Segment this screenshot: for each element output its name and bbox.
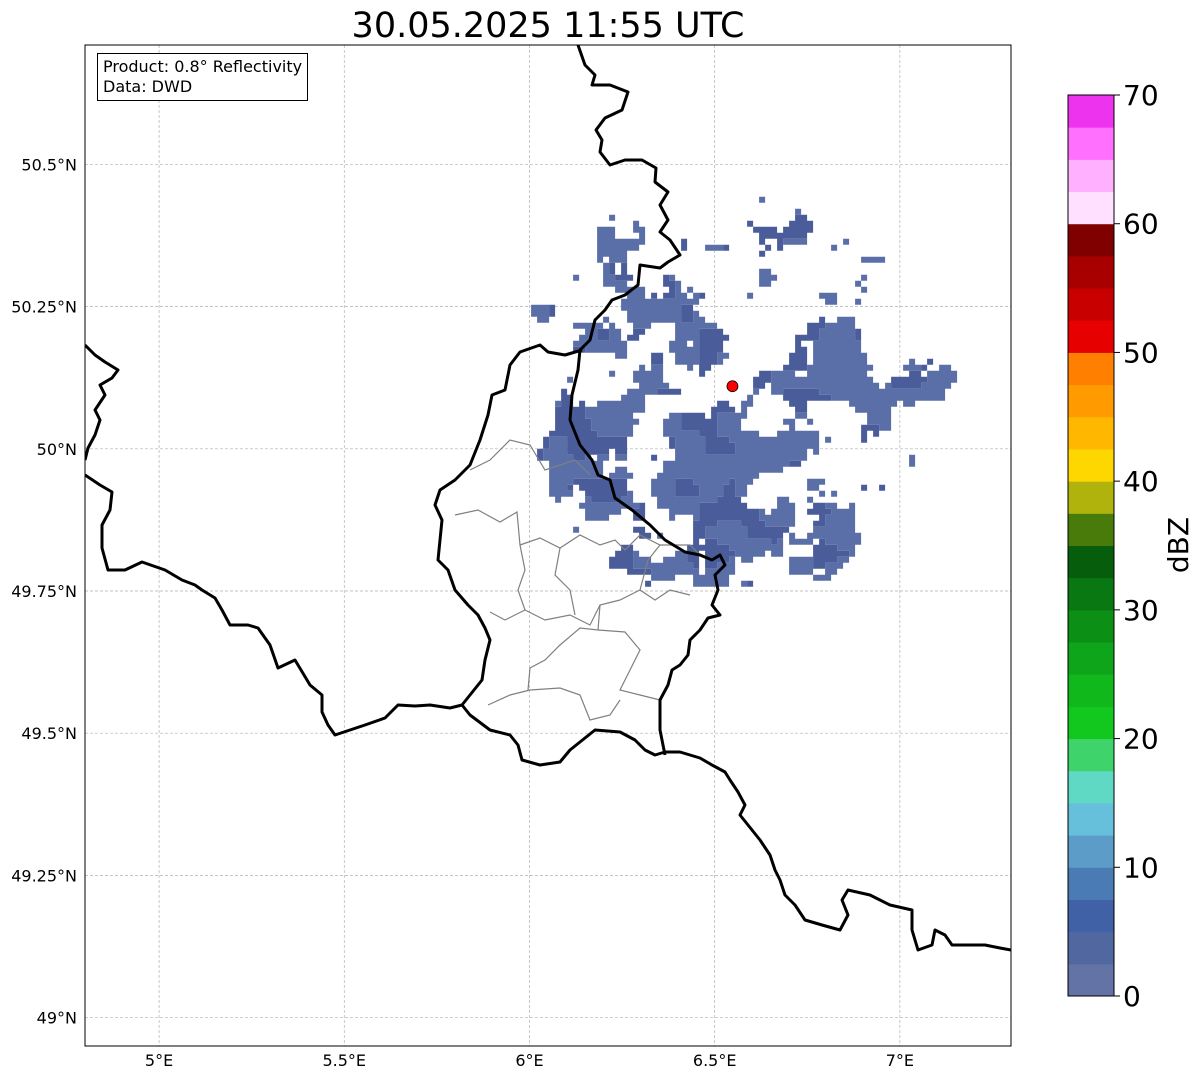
echo-field-light: [531, 196, 958, 587]
lon-tick-label: 5.5°E: [322, 1051, 366, 1070]
border-line: [568, 45, 727, 756]
radar-site-marker[interactable]: [726, 380, 739, 393]
radar-echoes: [531, 196, 958, 587]
admin-boundary-line: [489, 544, 526, 621]
admin-boundary-line: [469, 439, 591, 476]
map-background: [85, 45, 1011, 1046]
lat-tick-label: 50.25°N: [11, 298, 77, 317]
border-line: [460, 704, 1011, 952]
product-label: Product: 0.8° Reflectivity: [103, 57, 303, 76]
lat-tick-label: 50.5°N: [21, 155, 77, 174]
axis-ticks: 5°E 5.5°E 6°E 6.5°E 7°E 50.5°N 50.25°N 50°N 49.7…: [11, 155, 914, 1070]
map-frame: [84, 44, 1012, 1047]
country-borders: [85, 45, 1011, 952]
border-line: [85, 343, 120, 461]
admin-boundary-line: [487, 687, 621, 721]
lon-tick-label: 5°E: [145, 1051, 173, 1070]
echo-field-dark: [537, 214, 934, 587]
lat-tick-label: 50°N: [37, 440, 77, 459]
lat-tick-label: 49.25°N: [11, 866, 77, 885]
lon-tick-label: 7°E: [886, 1051, 914, 1070]
border-line: [85, 343, 583, 737]
admin-boundary-line: [524, 589, 691, 626]
admin-boundary-line: [639, 544, 661, 591]
admin-boundary-line: [597, 629, 661, 701]
lon-tick-label: 6.5°E: [693, 1051, 737, 1070]
lat-tick-label: 49°N: [37, 1009, 77, 1028]
admin-boundary-line: [454, 509, 701, 556]
lat-tick-label: 49.5°N: [21, 724, 77, 743]
lat-tick-label: 49.75°N: [11, 582, 77, 601]
admin-boundaries: [454, 439, 701, 721]
map-title: 30.05.2025 11:55 UTC: [351, 6, 745, 46]
lon-tick-label: 6°E: [515, 1051, 543, 1070]
data-source-label: Data: DWD: [103, 77, 193, 96]
admin-boundary-line: [554, 547, 576, 616]
info-box: Product: 0.8° Reflectivity Data: DWD: [97, 53, 309, 101]
